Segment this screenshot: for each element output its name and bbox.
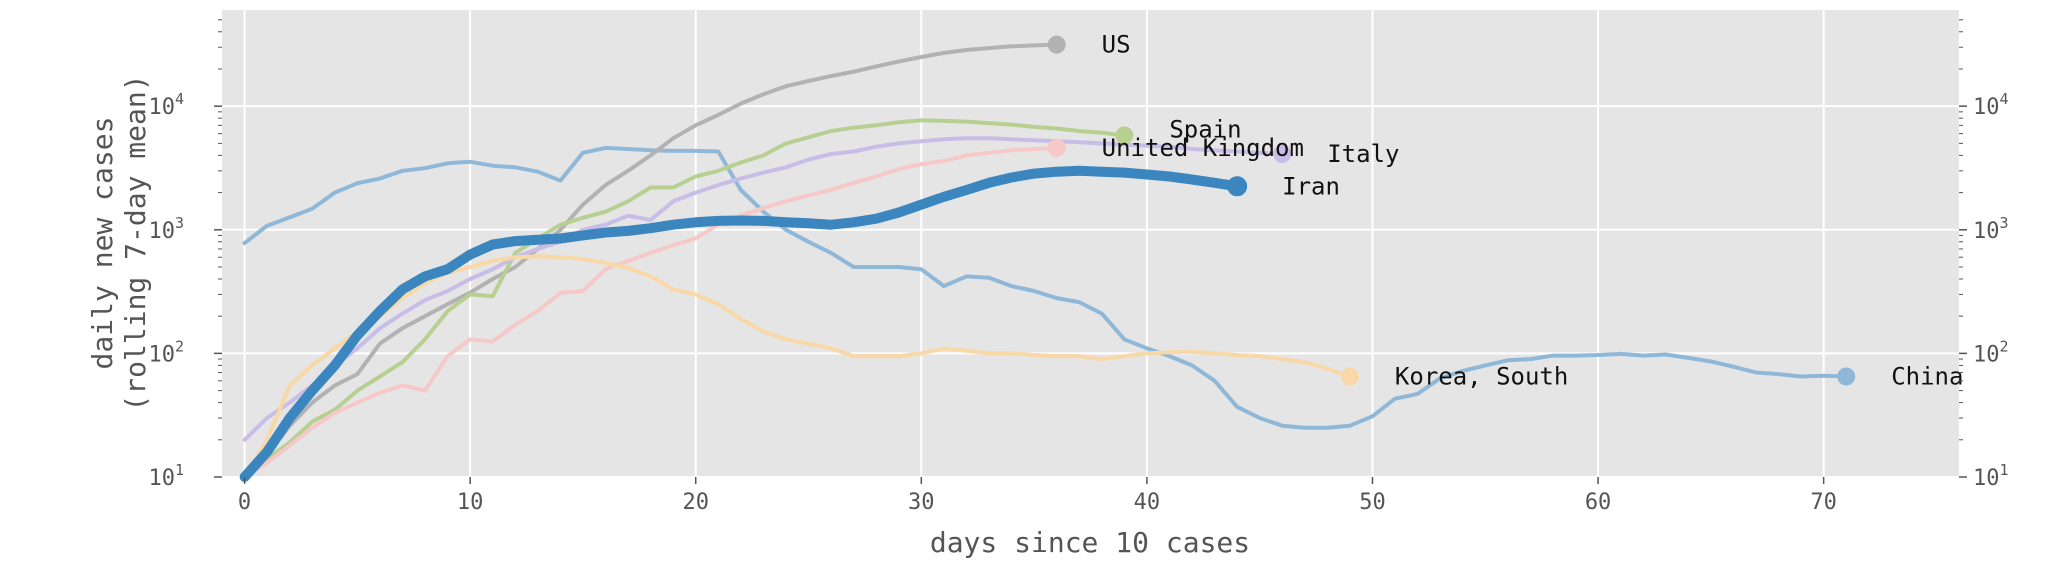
end-marker-iran — [1227, 176, 1248, 197]
y-axis-left: 101 102 103 104 — [148, 19, 222, 491]
y-tick-label: 103 — [148, 214, 184, 244]
end-label-korea-south: Korea, South — [1395, 363, 1568, 391]
series-line-iran — [239, 165, 1243, 482]
x-tick-label: 20 — [682, 490, 709, 515]
y-axis-label: daily new cases — [86, 117, 119, 370]
y-tick-label: 103 — [1973, 214, 2009, 244]
x-tick-label: 0 — [238, 490, 251, 515]
x-tick-label: 50 — [1359, 490, 1386, 515]
series-layer — [239, 42, 1849, 482]
x-tick-label: 60 — [1585, 490, 1612, 515]
y-tick-label: 104 — [1973, 90, 2009, 120]
x-tick-label: 30 — [908, 490, 935, 515]
y-tick-label: 104 — [148, 90, 184, 120]
end-marker-spain — [1115, 126, 1134, 145]
series-line-us — [242, 42, 1059, 479]
end-label-us: US — [1102, 31, 1131, 59]
x-axis-label: days since 10 cases — [930, 526, 1250, 559]
series-line-italy — [242, 136, 1285, 442]
series-line-china — [242, 145, 1849, 430]
end-marker-united-kingdom — [1047, 138, 1066, 157]
end-marker-italy — [1273, 145, 1292, 164]
x-tick-label: 40 — [1134, 490, 1161, 515]
end-label-italy: Italy — [1327, 140, 1399, 168]
end-markers — [1047, 35, 1856, 386]
end-labels: China US Spain Italy United Kingdom Korea, So… — [1102, 31, 1964, 391]
plot-background — [222, 10, 1959, 477]
y-axis-sublabel: (rolling 7-day mean) — [119, 74, 152, 411]
series-line-spain — [242, 118, 1127, 479]
y-axis-right: 101 102 103 104 — [1959, 19, 2009, 491]
y-tick-label: 102 — [1973, 337, 2009, 367]
x-axis: 0 10 20 30 40 50 60 70 — [238, 477, 1837, 515]
end-marker-china — [1837, 367, 1856, 386]
end-label-china: China — [1891, 363, 1963, 391]
end-marker-us — [1047, 35, 1066, 54]
y-tick-label: 101 — [148, 461, 184, 491]
x-tick-label: 10 — [457, 490, 484, 515]
y-tick-label: 102 — [148, 337, 184, 367]
end-label-iran: Iran — [1282, 172, 1340, 200]
series-line-korea-south — [242, 254, 1352, 479]
end-label-spain: Spain — [1169, 115, 1241, 143]
series-line-united-kingdom — [242, 145, 1059, 479]
y-tick-label: 101 — [1973, 461, 2009, 491]
end-marker-korea-south — [1340, 367, 1359, 386]
end-label-united-kingdom: United Kingdom — [1102, 134, 1304, 162]
x-tick-label: 70 — [1810, 490, 1837, 515]
